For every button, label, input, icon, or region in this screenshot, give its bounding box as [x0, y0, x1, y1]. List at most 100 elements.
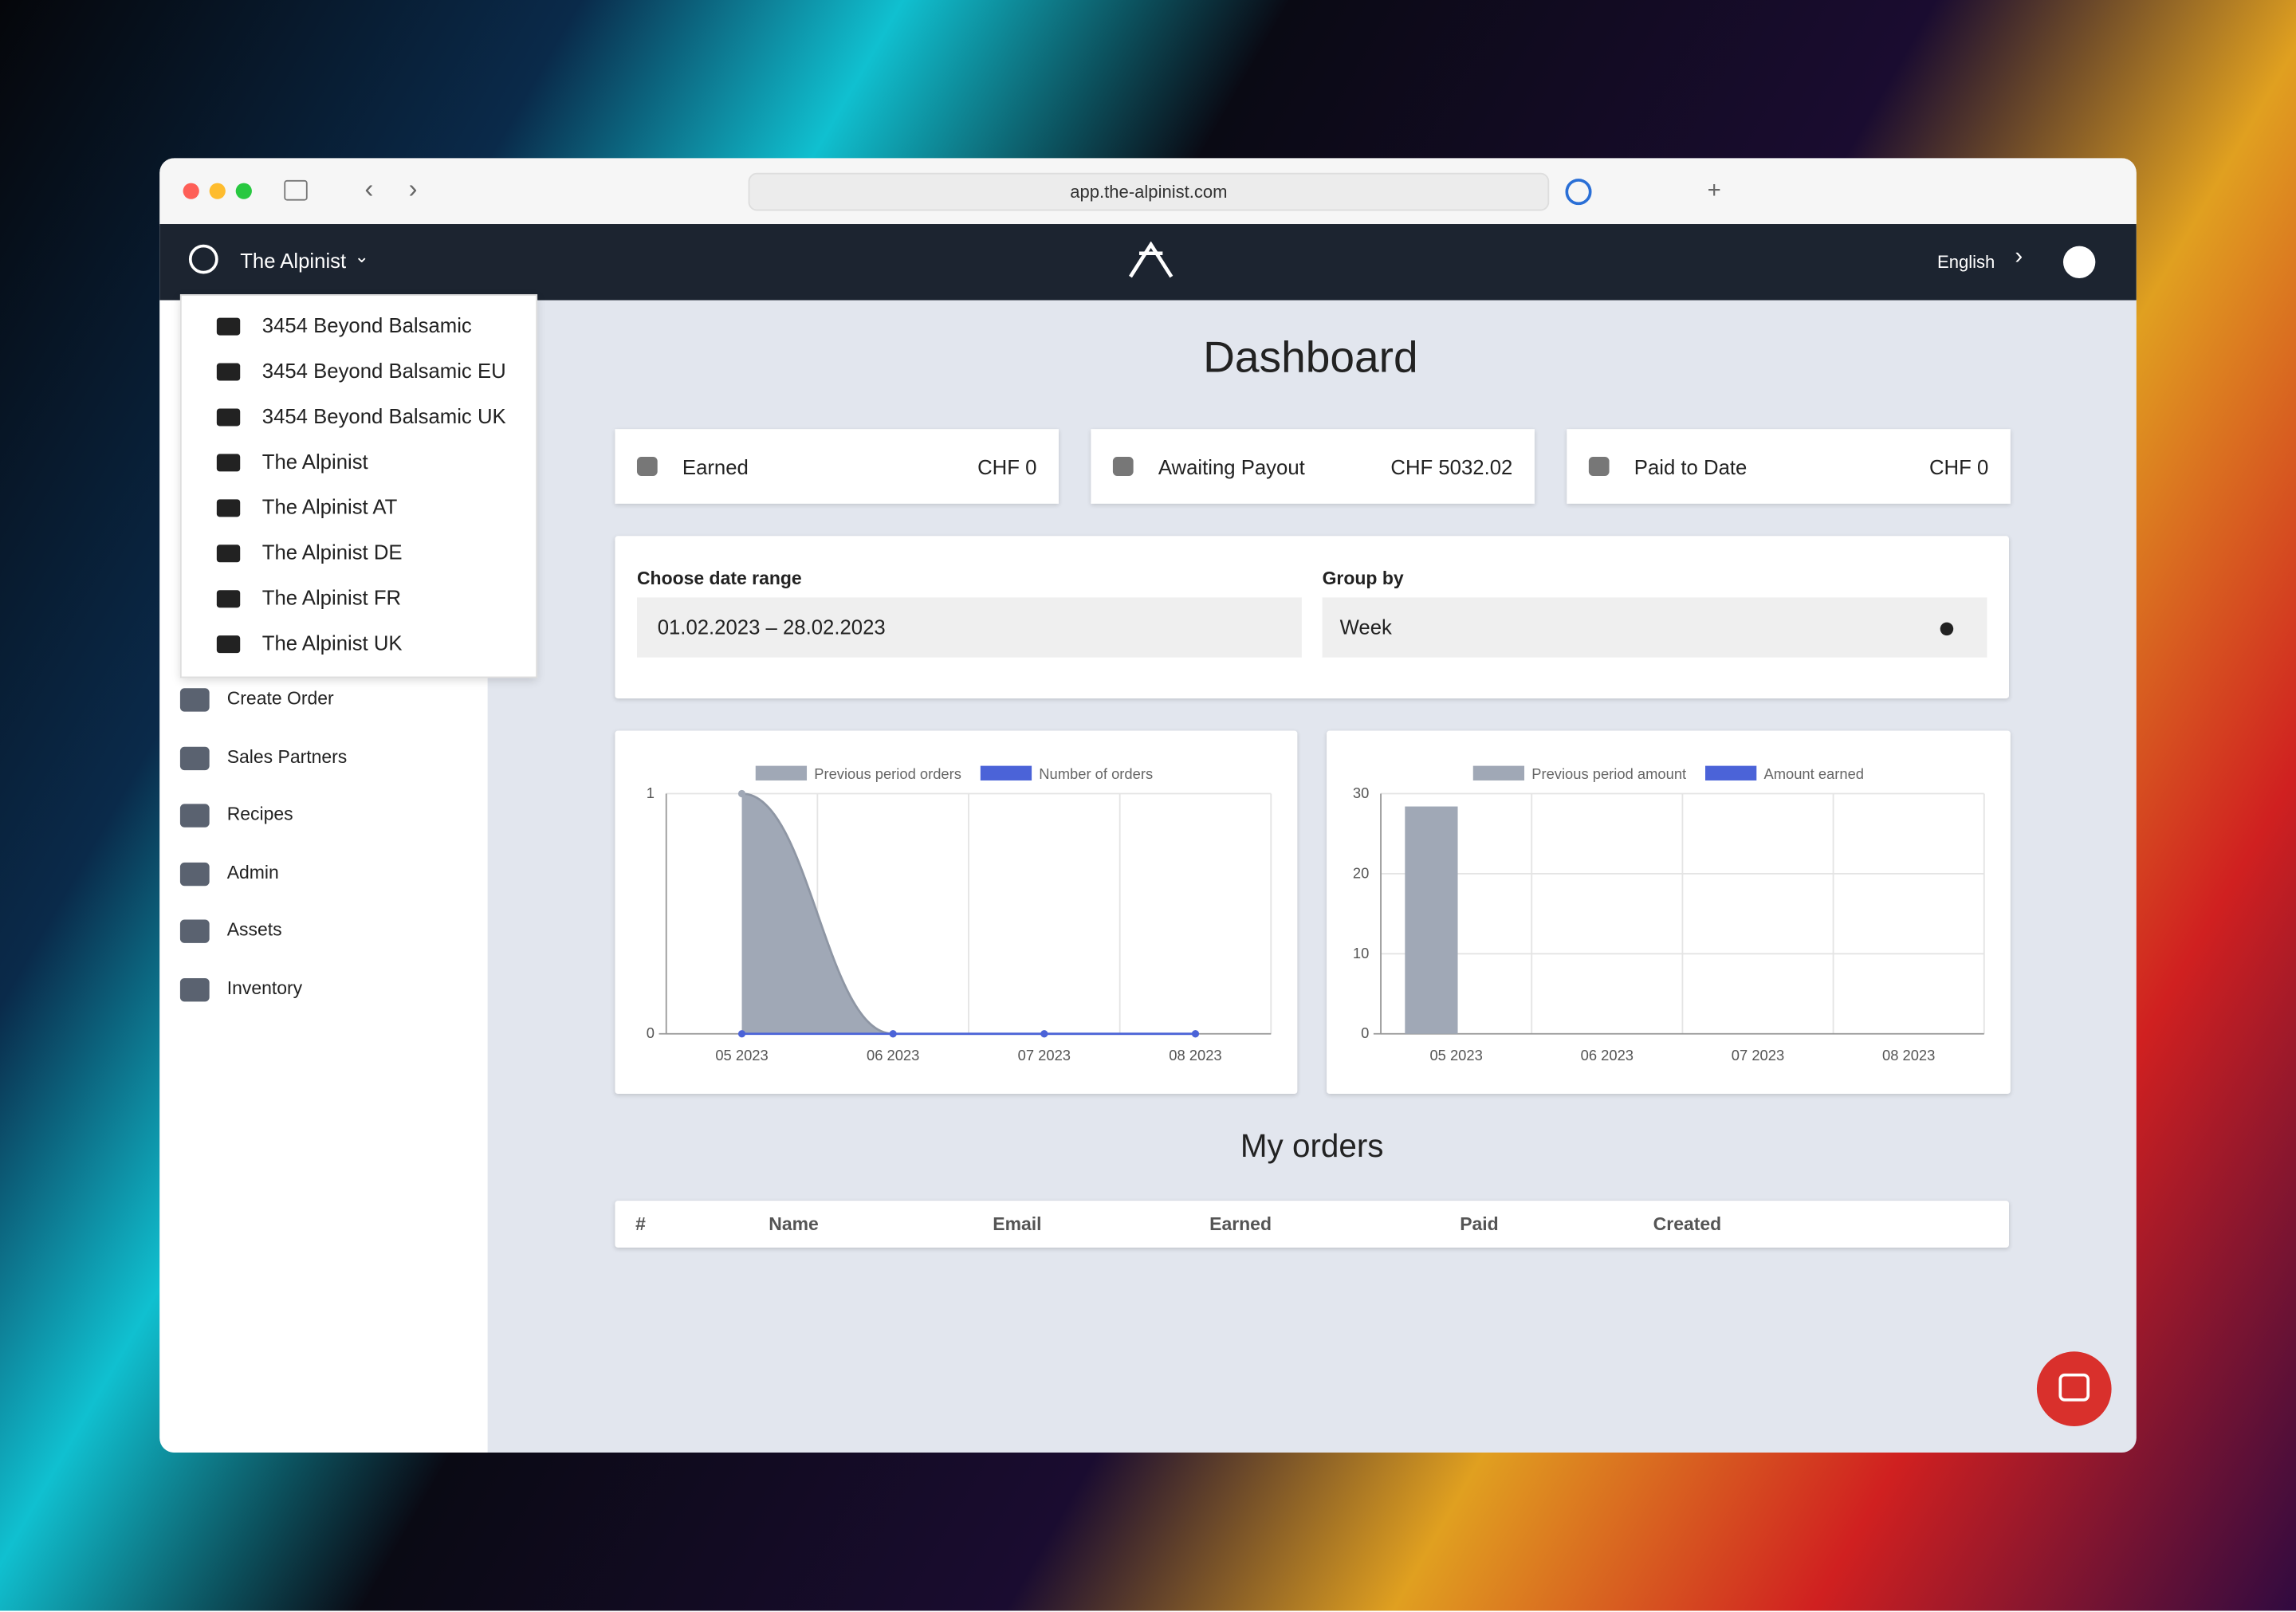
stat-value: CHF 5032.02: [1390, 455, 1513, 479]
nav-icon: [179, 804, 210, 828]
column-header[interactable]: #: [635, 1213, 646, 1235]
legend-swatch: [980, 765, 1032, 780]
back[interactable]: ‹: [364, 174, 374, 204]
nav-icon: [179, 688, 210, 712]
menu-item[interactable]: The Alpinist: [261, 449, 368, 474]
nav-item[interactable]: Sales Partners: [226, 746, 348, 768]
x-tick-label: 06 2023: [1581, 1047, 1634, 1064]
menu-item[interactable]: The Alpinist UK: [261, 631, 403, 655]
stat-card: Awaiting Payout CHF 5032.02: [1091, 429, 1535, 504]
account[interactable]: [2062, 246, 2096, 278]
x-tick-label: 07 2023: [1018, 1047, 1071, 1064]
stat-value: CHF 0: [1928, 455, 1989, 479]
minimize[interactable]: [209, 183, 226, 199]
store-switcher[interactable]: The Alpinist: [240, 249, 347, 273]
chart: Previous period amount Amount earned 0 10 20…: [1353, 765, 1985, 1064]
chat-button[interactable]: [2036, 1351, 2112, 1426]
bar: [1405, 806, 1458, 1034]
legend-label: Amount earned: [1763, 765, 1864, 782]
menu-item[interactable]: 3454 Beyond Balsamic UK: [261, 403, 506, 428]
stat-icon: [636, 457, 658, 476]
x-tick-label: 05 2023: [715, 1047, 768, 1064]
stat-label: Paid to Date: [1634, 455, 1748, 479]
legend-swatch: [1705, 765, 1757, 780]
x-tick-label: 06 2023: [867, 1047, 919, 1064]
column-header[interactable]: Paid: [1460, 1213, 1499, 1235]
menu-item[interactable]: The Alpinist AT: [261, 494, 398, 519]
maximize[interactable]: [235, 183, 252, 199]
legend-label: Number of orders: [1039, 765, 1153, 782]
chevron: ›: [2015, 244, 2023, 269]
top-nav: The Alpinist ⌄ English ›: [159, 224, 2137, 301]
stat-card: Earned CHF 0: [615, 429, 1059, 504]
point: [737, 789, 746, 798]
label: Group by: [1322, 568, 1404, 589]
store-icon: [216, 635, 241, 654]
stat-value: CHF 0: [977, 455, 1037, 479]
stat-label: Awaiting Payout: [1158, 455, 1305, 479]
address-bar[interactable]: app.the-alpinist.com: [748, 172, 1550, 211]
legend-label: Previous period orders: [814, 765, 961, 782]
caret: ⌄: [354, 246, 369, 267]
store-menu: 3454 Beyond Balsamic 3454 Beyond Balsamic…: [179, 294, 538, 678]
menu-item[interactable]: 3454 Beyond Balsamic EU: [261, 359, 506, 383]
menu-item[interactable]: The Alpinist FR: [261, 585, 402, 610]
clear[interactable]: [1940, 622, 1954, 636]
page-title: Dashboard: [1203, 333, 1418, 383]
forward[interactable]: ›: [408, 174, 418, 204]
x-tick-label: 07 2023: [1732, 1047, 1784, 1064]
store-icon: [216, 454, 241, 472]
chart-card: Previous period amount Amount earned 0 10 20…: [1327, 730, 2011, 1095]
area: [741, 793, 1196, 1034]
point: [1191, 1030, 1200, 1038]
store-icon: [216, 590, 241, 608]
x-tick-label: 08 2023: [1882, 1047, 1935, 1064]
point: [737, 1030, 746, 1038]
stat-label: Earned: [682, 455, 749, 479]
stat-icon: [1588, 457, 1610, 476]
x-tick-label: 05 2023: [1429, 1047, 1482, 1064]
store-icon: [216, 317, 241, 336]
group-select[interactable]: Week: [1322, 597, 1987, 658]
password-icon[interactable]: [1565, 179, 1592, 206]
date-range[interactable]: 01.02.2023 – 28.02.2023: [636, 597, 1302, 658]
y-tick-label: 1: [647, 784, 655, 801]
store-icon: [216, 499, 241, 517]
label: Choose date range: [636, 568, 802, 589]
y-tick-label: 10: [1353, 945, 1369, 961]
point: [889, 1030, 897, 1038]
nav-item[interactable]: Create Order: [226, 688, 334, 709]
menu-item[interactable]: The Alpinist DE: [261, 540, 403, 564]
legend-swatch: [1472, 765, 1525, 780]
browser-window: ‹ › app.the-alpinist.com + The Alpinist …: [159, 158, 2137, 1453]
language[interactable]: English: [1937, 251, 1995, 273]
nav-item[interactable]: Admin: [226, 862, 279, 883]
x-tick-label: 08 2023: [1169, 1047, 1221, 1064]
y-tick-label: 0: [647, 1024, 655, 1041]
y-tick-label: 0: [1361, 1024, 1369, 1041]
column-header[interactable]: Created: [1653, 1213, 1722, 1235]
nav-icon: [179, 919, 210, 943]
legend-label: Previous period amount: [1531, 765, 1686, 782]
sidebar-toggle[interactable]: [284, 179, 308, 201]
nav-item[interactable]: Recipes: [226, 804, 293, 825]
filters: Choose date range 01.02.2023 – 28.02.202…: [615, 536, 2010, 699]
nav-icon: [179, 746, 210, 771]
logo: [1129, 242, 1174, 278]
nav-icon: [179, 977, 210, 1002]
column-header[interactable]: Earned: [1209, 1213, 1272, 1235]
close[interactable]: [183, 183, 199, 199]
y-tick-label: 20: [1353, 864, 1369, 881]
column-header[interactable]: Email: [993, 1213, 1042, 1235]
stat-icon: [1112, 457, 1134, 476]
store-icon: [188, 244, 218, 274]
stat-card: Paid to Date CHF 0: [1567, 429, 2011, 504]
menu-item[interactable]: 3454 Beyond Balsamic: [261, 313, 472, 337]
column-header[interactable]: Name: [769, 1213, 819, 1235]
store-icon: [216, 545, 241, 563]
new-tab[interactable]: +: [1707, 179, 1721, 204]
nav-item[interactable]: Inventory: [226, 977, 303, 999]
nav-item[interactable]: Assets: [226, 919, 282, 941]
